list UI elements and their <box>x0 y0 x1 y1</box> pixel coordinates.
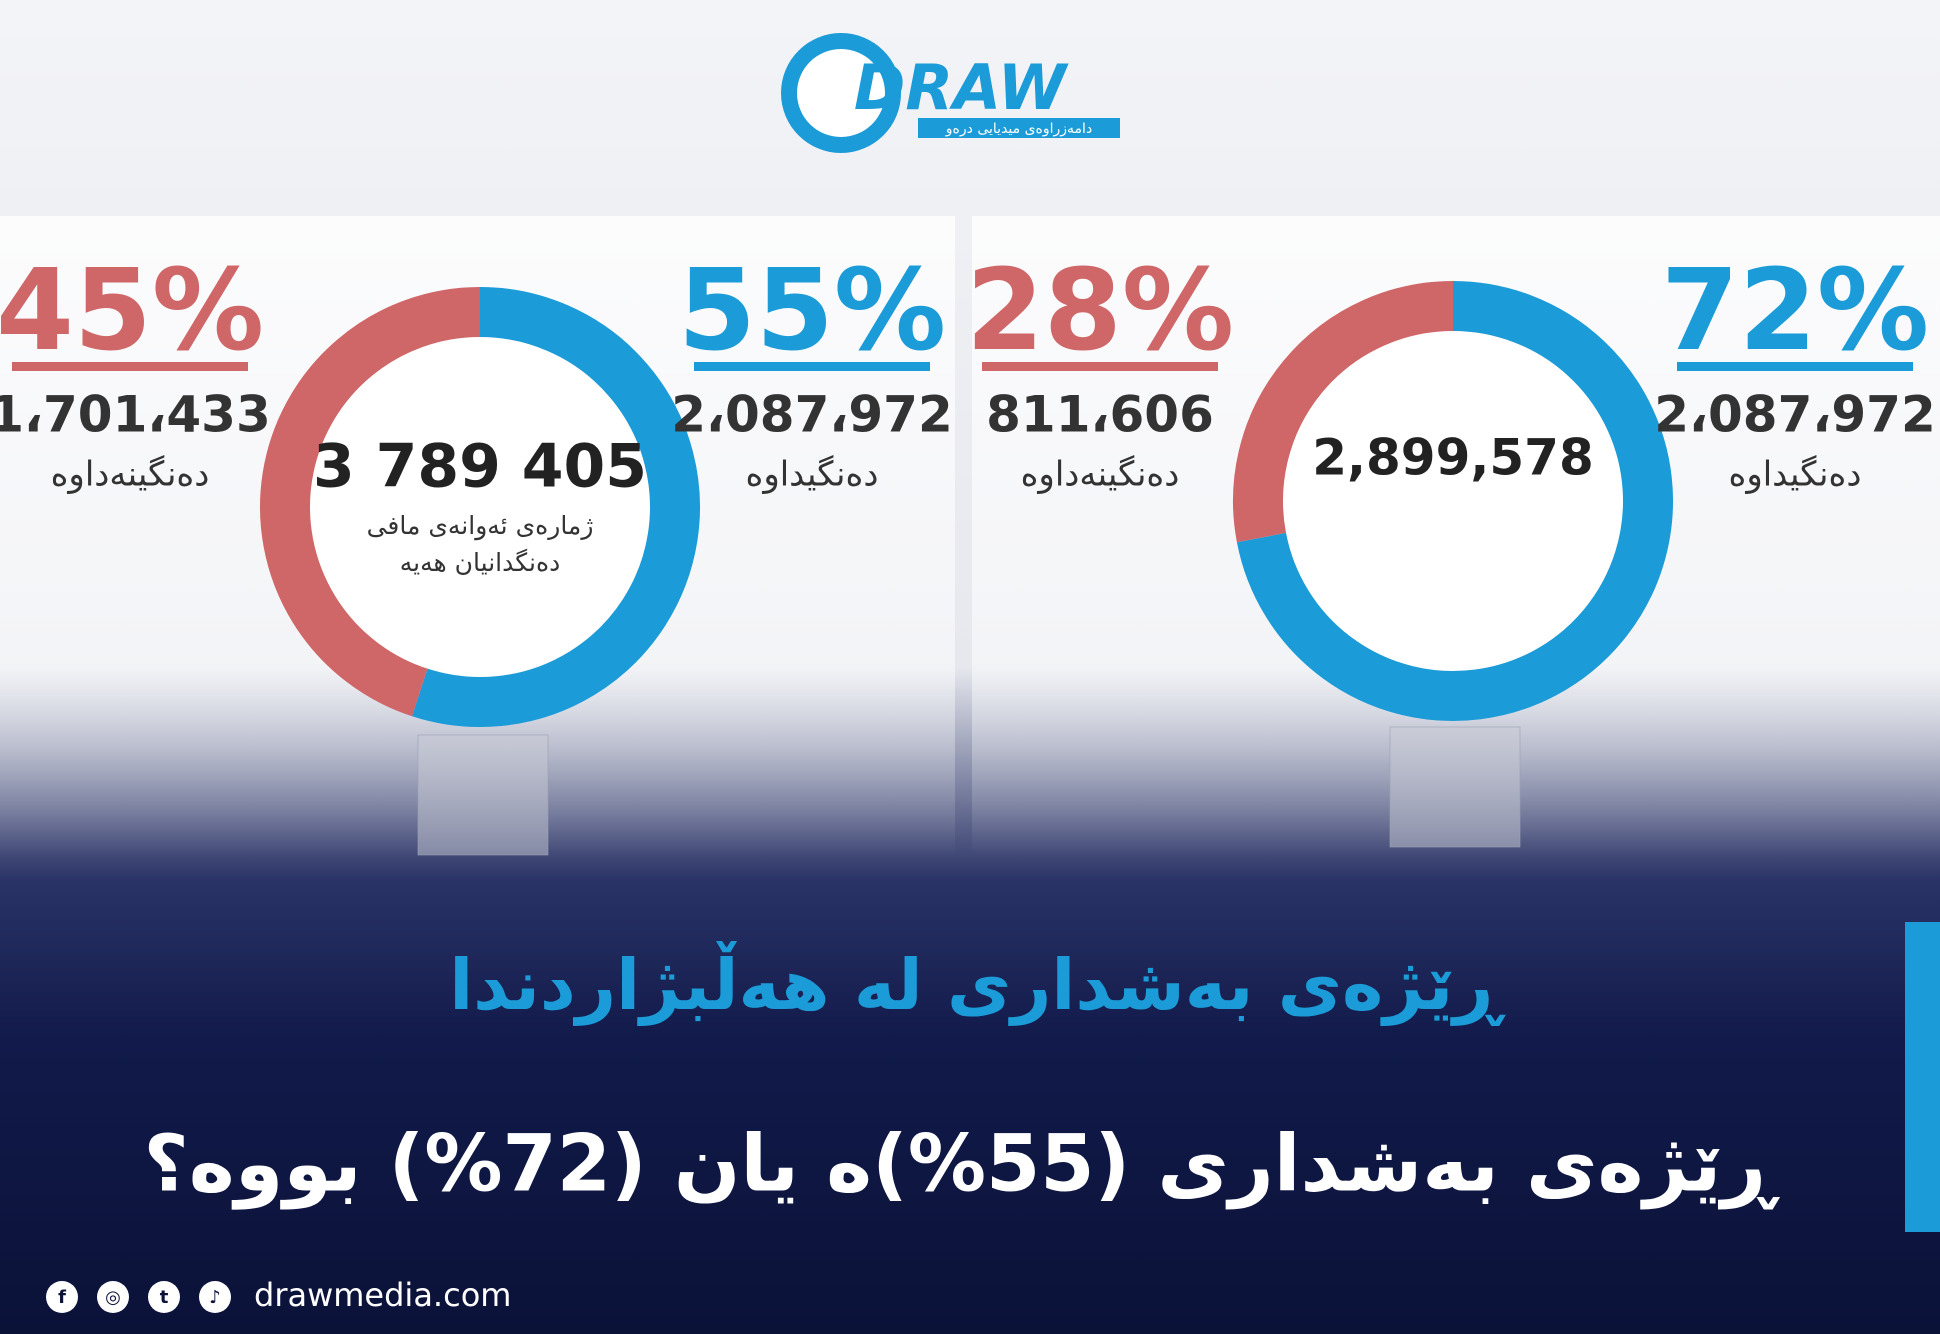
count-label: 2،087،972 <box>1654 386 1936 444</box>
category-label: دەنگیداوە <box>1729 455 1862 495</box>
svg-text:t: t <box>160 1287 169 1308</box>
underline <box>982 362 1218 371</box>
center-total: 3 789 405 <box>313 432 647 502</box>
logo-text: DRAW <box>854 51 1069 124</box>
svg-text:f: f <box>58 1287 66 1308</box>
percent-label: 55% <box>678 246 946 376</box>
donut-segment <box>260 287 481 717</box>
underline <box>12 362 248 371</box>
underline <box>694 362 930 371</box>
svg-text:◎: ◎ <box>105 1287 121 1308</box>
count-label: 1،701،433 <box>0 386 271 444</box>
svg-text:♪: ♪ <box>209 1287 221 1308</box>
donut-segment <box>412 287 700 727</box>
count-label: 2،087،972 <box>671 386 953 444</box>
center-caption: ژمارەی ئەوانەی مافی <box>367 511 594 541</box>
count-label: 811،606 <box>986 386 1214 444</box>
category-label: دەنگینەداوە <box>1021 455 1180 495</box>
accent-bar <box>1905 922 1940 1232</box>
center-total: 2,899,578 <box>1312 429 1594 487</box>
donut-segment <box>1233 281 1454 543</box>
website: drawmedia.com <box>254 1276 511 1314</box>
underline <box>1677 362 1913 371</box>
ballot-box <box>417 726 1521 856</box>
percent-label: 28% <box>966 246 1234 376</box>
social-icons: f ◎ t ♪ <box>46 1281 231 1313</box>
percent-label: 72% <box>1661 246 1929 376</box>
donut-center <box>310 337 650 677</box>
logo-ring <box>797 49 885 137</box>
category-label: دەنگیداوە <box>746 455 879 495</box>
donut-center <box>1283 331 1623 671</box>
donut-segment <box>1236 281 1673 721</box>
category-label: دەنگینەداوە <box>51 455 210 495</box>
logo-band <box>918 118 1120 138</box>
headline: ڕێژەی بەشداری لە هەڵبژاردندا <box>449 941 1506 1026</box>
percent-label: 45% <box>0 246 264 376</box>
center-caption: دەنگدانیان هەیە <box>400 548 560 577</box>
question: ڕێژەی بەشداری (55%)ە یان (72%) بووە؟ <box>144 1119 1781 1209</box>
logo-subtitle: دامەزراوەی میدیایی درەو <box>945 121 1092 137</box>
